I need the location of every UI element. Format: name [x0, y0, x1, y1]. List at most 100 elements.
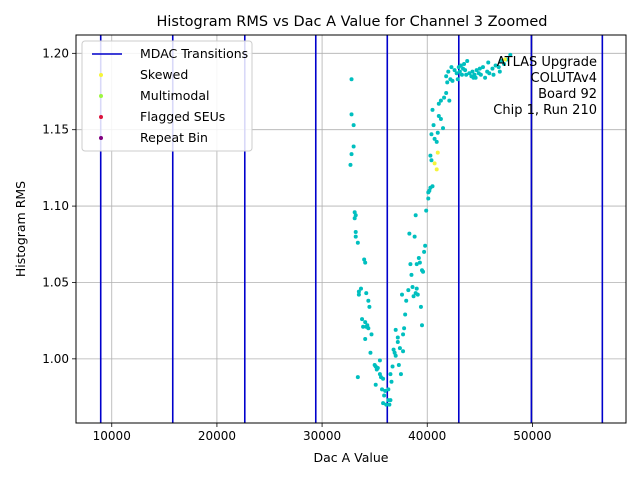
data-point	[432, 161, 437, 166]
data-point	[352, 216, 357, 221]
data-point	[391, 347, 396, 352]
legend-swatch-repeat-bin	[99, 136, 103, 140]
data-point	[458, 63, 463, 68]
data-point	[435, 150, 440, 155]
x-axis-label: Dac A Value	[314, 450, 389, 465]
data-point	[373, 382, 378, 387]
data-point	[401, 349, 406, 354]
legend-swatch-flagged-seus	[99, 115, 103, 119]
data-point	[415, 292, 420, 297]
y-tick-label: 1.15	[42, 123, 69, 137]
data-point	[450, 78, 455, 83]
data-point	[463, 68, 468, 73]
annotation-line: Board 92	[538, 87, 597, 102]
data-point	[364, 291, 369, 296]
series-skewed	[432, 57, 508, 172]
data-point	[358, 286, 363, 291]
data-point	[378, 375, 383, 380]
data-point	[377, 358, 382, 363]
annotation-line: Chip 1, Run 210	[493, 103, 597, 118]
data-point	[434, 167, 439, 172]
data-point	[392, 350, 397, 355]
data-point	[508, 52, 513, 57]
data-point	[474, 68, 479, 73]
data-point	[406, 288, 411, 293]
data-point	[416, 256, 421, 261]
data-point	[351, 123, 356, 128]
data-point	[355, 240, 360, 245]
axes-frame	[75, 34, 627, 424]
legend-label-flagged-seus: Flagged SEUs	[140, 109, 225, 124]
data-point	[427, 188, 432, 193]
data-point	[348, 162, 353, 167]
data-point	[465, 58, 470, 63]
x-tick-label: 10000	[93, 429, 131, 443]
data-point	[429, 132, 434, 137]
data-point	[396, 362, 401, 367]
annotation-line: COLUTAv4	[531, 71, 597, 86]
data-point	[401, 332, 406, 337]
data-point	[491, 72, 496, 77]
data-point	[462, 62, 467, 67]
data-point	[353, 213, 358, 218]
data-point	[363, 260, 368, 265]
data-point	[402, 326, 407, 331]
data-point	[457, 69, 462, 74]
data-point	[388, 372, 393, 377]
data-point	[353, 234, 358, 239]
data-point	[419, 323, 424, 328]
data-point	[407, 231, 412, 236]
data-point	[360, 317, 365, 322]
legend-label-multimodal: Multimodal	[140, 88, 209, 103]
data-point	[431, 123, 436, 128]
data-point	[356, 292, 361, 297]
data-point	[414, 286, 419, 291]
data-point	[389, 379, 394, 384]
data-point	[356, 289, 361, 294]
data-point	[349, 112, 354, 117]
data-point	[428, 153, 433, 158]
data-point	[411, 294, 416, 299]
data-point	[375, 366, 380, 371]
data-point	[384, 402, 389, 407]
data-point	[473, 75, 478, 80]
data-point	[369, 332, 374, 337]
data-point	[363, 336, 368, 341]
annotation: ATLAS Upgrade COLUTAv4 Board 92 Chip 1, …	[493, 55, 597, 118]
data-point	[483, 75, 488, 80]
data-point	[388, 398, 393, 403]
data-point	[412, 234, 417, 239]
data-point	[490, 66, 495, 71]
data-point	[383, 388, 388, 393]
data-point	[480, 65, 485, 70]
data-point	[361, 324, 366, 329]
data-point	[438, 117, 443, 122]
data-point	[381, 401, 386, 406]
data-point	[397, 346, 402, 351]
annotation-line: ATLAS Upgrade	[497, 55, 597, 70]
data-point	[349, 77, 354, 82]
data-point	[502, 62, 507, 67]
data-point	[418, 304, 423, 309]
data-point	[430, 184, 435, 189]
data-point	[493, 63, 498, 68]
data-point	[436, 113, 441, 118]
data-point	[496, 65, 501, 70]
data-point	[430, 107, 435, 112]
data-point	[352, 210, 357, 215]
data-point	[351, 144, 356, 149]
x-tick-label: 30000	[303, 429, 341, 443]
data-point	[365, 323, 370, 328]
data-point	[410, 285, 415, 290]
y-tick-label: 1.10	[42, 199, 69, 213]
x-tick-label: 50000	[513, 429, 551, 443]
data-point	[472, 72, 477, 77]
data-point	[403, 312, 408, 317]
y-ticks: 1.00 1.05 1.10 1.15 1.20	[42, 46, 76, 366]
legend: MDAC Transitions Skewed Multimodal Flagg…	[81, 40, 253, 152]
data-point	[438, 98, 443, 103]
data-point	[423, 243, 428, 248]
data-point	[393, 353, 398, 358]
data-point	[368, 350, 373, 355]
